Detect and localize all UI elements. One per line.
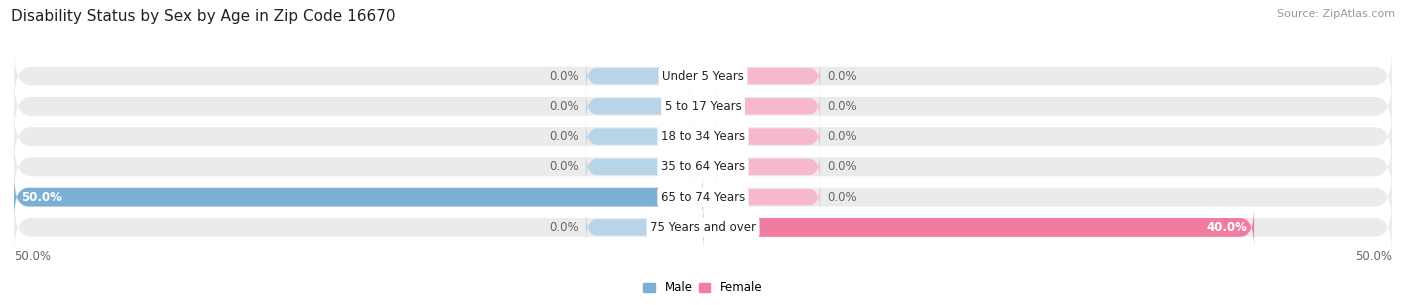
- FancyBboxPatch shape: [14, 79, 1392, 133]
- FancyBboxPatch shape: [703, 206, 1254, 248]
- Text: 50.0%: 50.0%: [1355, 250, 1392, 263]
- Text: 0.0%: 0.0%: [827, 100, 856, 113]
- Text: 50.0%: 50.0%: [21, 191, 62, 204]
- Text: 65 to 74 Years: 65 to 74 Years: [661, 191, 745, 204]
- Text: 18 to 34 Years: 18 to 34 Years: [661, 130, 745, 143]
- Text: 0.0%: 0.0%: [550, 100, 579, 113]
- FancyBboxPatch shape: [717, 60, 820, 92]
- Text: 0.0%: 0.0%: [827, 70, 856, 83]
- Text: 0.0%: 0.0%: [550, 160, 579, 173]
- Text: 0.0%: 0.0%: [550, 221, 579, 234]
- Text: 0.0%: 0.0%: [827, 191, 856, 204]
- FancyBboxPatch shape: [586, 60, 689, 92]
- Legend: Male, Female: Male, Female: [638, 276, 768, 299]
- Text: 0.0%: 0.0%: [550, 130, 579, 143]
- Text: 0.0%: 0.0%: [550, 70, 579, 83]
- FancyBboxPatch shape: [586, 90, 689, 122]
- FancyBboxPatch shape: [14, 200, 1392, 254]
- FancyBboxPatch shape: [717, 120, 820, 152]
- Text: 40.0%: 40.0%: [1206, 221, 1247, 234]
- Text: 0.0%: 0.0%: [827, 130, 856, 143]
- FancyBboxPatch shape: [14, 170, 1392, 224]
- FancyBboxPatch shape: [586, 120, 689, 152]
- FancyBboxPatch shape: [14, 176, 703, 218]
- Text: 75 Years and over: 75 Years and over: [650, 221, 756, 234]
- FancyBboxPatch shape: [14, 110, 1392, 163]
- Text: Disability Status by Sex by Age in Zip Code 16670: Disability Status by Sex by Age in Zip C…: [11, 9, 395, 24]
- Text: Source: ZipAtlas.com: Source: ZipAtlas.com: [1277, 9, 1395, 19]
- FancyBboxPatch shape: [717, 90, 820, 122]
- Text: 5 to 17 Years: 5 to 17 Years: [665, 100, 741, 113]
- FancyBboxPatch shape: [586, 151, 689, 183]
- Text: 35 to 64 Years: 35 to 64 Years: [661, 160, 745, 173]
- Text: 50.0%: 50.0%: [14, 250, 51, 263]
- FancyBboxPatch shape: [717, 151, 820, 183]
- FancyBboxPatch shape: [14, 49, 1392, 103]
- Text: 0.0%: 0.0%: [827, 160, 856, 173]
- Text: Under 5 Years: Under 5 Years: [662, 70, 744, 83]
- FancyBboxPatch shape: [717, 181, 820, 213]
- FancyBboxPatch shape: [14, 140, 1392, 194]
- FancyBboxPatch shape: [586, 211, 689, 243]
